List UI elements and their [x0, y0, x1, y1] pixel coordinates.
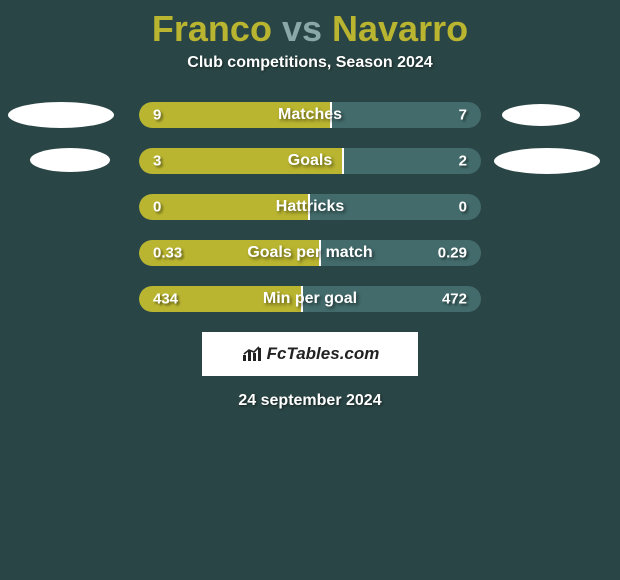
stat-row: 3 2 Goals	[0, 148, 620, 174]
ellipse-right	[502, 104, 580, 126]
comparison-card: Franco vs Navarro Club competitions, Sea…	[0, 0, 620, 410]
stat-value-left: 0.33	[153, 245, 182, 262]
stat-label: Hattricks	[276, 198, 344, 216]
stat-bar: 434 472 Min per goal	[139, 286, 481, 312]
stat-label: Goals	[288, 152, 332, 170]
brand-logo[interactable]: FcTables.com	[202, 332, 418, 376]
stat-value-left: 0	[153, 199, 161, 216]
stat-value-right: 7	[459, 107, 467, 124]
stat-row: 0 0 Hattricks	[0, 194, 620, 220]
title-player-right: Navarro	[332, 8, 468, 49]
stat-value-right: 472	[442, 291, 467, 308]
stats-list: 9 7 Matches 3 2 Goals 0 0 Hattricks 0.33 0.29 Goals…	[0, 102, 620, 312]
subtitle: Club competitions, Season 2024	[0, 54, 620, 102]
stat-bar: 9 7 Matches	[139, 102, 481, 128]
ellipse-right	[494, 148, 600, 174]
stat-value-left: 9	[153, 107, 161, 124]
date-label: 24 september 2024	[0, 392, 620, 410]
stat-row: 0.33 0.29 Goals per match	[0, 240, 620, 266]
stat-bar: 3 2 Goals	[139, 148, 481, 174]
stat-value-right: 0.29	[438, 245, 467, 262]
stat-label: Min per goal	[263, 290, 357, 308]
stat-value-left: 434	[153, 291, 178, 308]
title-player-left: Franco	[152, 8, 272, 49]
stat-row: 434 472 Min per goal	[0, 286, 620, 312]
stat-label: Matches	[278, 106, 342, 124]
stat-label: Goals per match	[247, 244, 372, 262]
stat-bar: 0.33 0.29 Goals per match	[139, 240, 481, 266]
title-vs: vs	[282, 8, 322, 49]
stat-row: 9 7 Matches	[0, 102, 620, 128]
stat-value-right: 2	[459, 153, 467, 170]
brand-text: FcTables.com	[267, 344, 380, 364]
stat-value-left: 3	[153, 153, 161, 170]
ellipse-left	[8, 102, 114, 128]
ellipse-left	[30, 148, 110, 172]
stat-bar: 0 0 Hattricks	[139, 194, 481, 220]
stat-value-right: 0	[459, 199, 467, 216]
page-title: Franco vs Navarro	[0, 0, 620, 54]
chart-icon	[241, 345, 263, 363]
